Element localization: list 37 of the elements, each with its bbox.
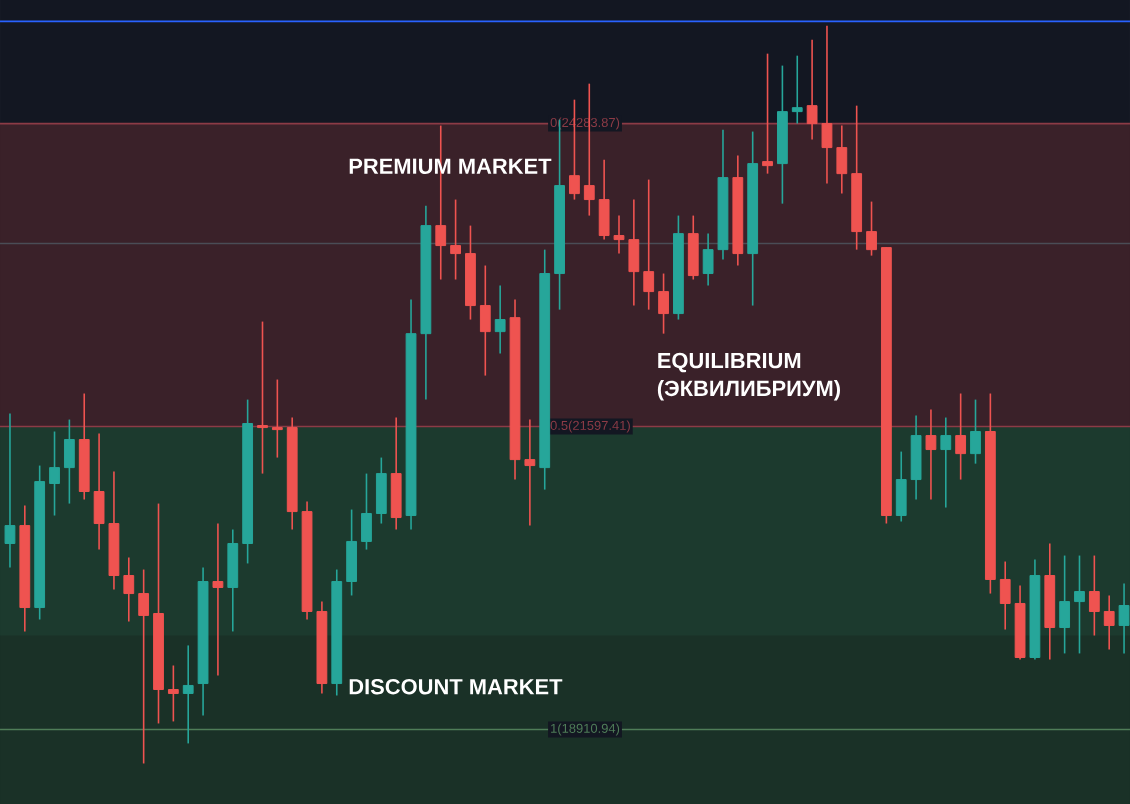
candlestick [895, 450, 907, 523]
candlestick [1103, 594, 1115, 651]
candlestick [940, 416, 952, 509]
candlestick [970, 398, 981, 465]
candlestick [257, 320, 268, 475]
candlestick [479, 264, 491, 377]
candlestick [1074, 554, 1085, 655]
candlestick [271, 378, 283, 459]
candlestick [63, 418, 75, 505]
candlestick [925, 408, 937, 501]
candlestick [182, 644, 194, 745]
candlestick [1059, 554, 1071, 655]
candlestick [212, 522, 224, 677]
candlestick [167, 664, 179, 723]
candlestick [375, 456, 387, 525]
candlestick [494, 284, 506, 355]
candlestick [1118, 582, 1130, 655]
candlestick [227, 528, 239, 633]
candlestick [4, 412, 16, 569]
candlestick [866, 200, 877, 257]
candlestick [49, 430, 60, 517]
band-label: DISCOUNT MARKET [349, 678, 563, 695]
candlestick [643, 178, 655, 311]
candlestick [762, 52, 773, 175]
candlestick [450, 198, 461, 281]
candlestick [390, 416, 402, 531]
candlestick [658, 272, 669, 335]
candlestick [1088, 554, 1100, 637]
annotation: EQUILIBRIUM (ЭКВИЛИБРИУМ) [657, 352, 841, 401]
candlestick [999, 560, 1011, 631]
candlestick [361, 472, 372, 551]
candlestick [910, 414, 922, 501]
candlestick [955, 392, 967, 481]
candlestick [687, 214, 699, 281]
candlestick [138, 568, 150, 765]
candlestick [346, 508, 358, 597]
candlestick [791, 54, 803, 125]
